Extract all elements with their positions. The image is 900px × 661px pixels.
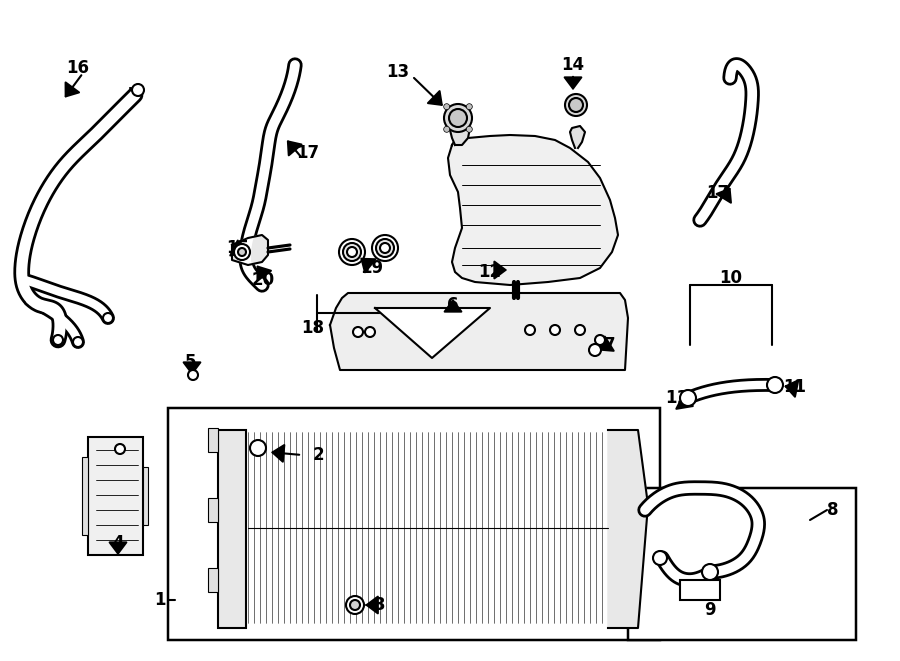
Text: 12: 12 [479,263,501,281]
Circle shape [188,370,198,380]
Circle shape [343,243,361,261]
Circle shape [376,239,394,257]
Text: 2: 2 [312,446,324,464]
Polygon shape [570,126,585,148]
Circle shape [234,244,250,260]
Bar [208,568,218,592]
Text: 9: 9 [704,601,716,619]
Bar [208,428,218,452]
Text: 4: 4 [112,534,124,552]
Circle shape [103,313,113,323]
Text: 10: 10 [719,269,742,287]
Text: 17: 17 [296,144,320,162]
Circle shape [444,104,450,110]
Circle shape [53,335,63,345]
Text: 13: 13 [386,63,410,81]
Text: 19: 19 [360,259,383,277]
Circle shape [680,390,696,406]
Text: 3: 3 [374,596,386,614]
Text: 16: 16 [67,59,89,77]
Circle shape [238,248,246,256]
Text: 5: 5 [184,353,196,371]
Text: 20: 20 [251,271,274,289]
Text: 1: 1 [154,591,166,609]
Circle shape [444,126,450,132]
Polygon shape [448,135,618,285]
Text: 15: 15 [227,239,249,257]
Bar [218,430,246,628]
Text: 17: 17 [706,184,730,202]
Circle shape [653,551,667,565]
Circle shape [372,235,398,261]
Bar [680,580,720,600]
Text: 6: 6 [447,296,459,314]
Circle shape [365,327,375,337]
Text: 8: 8 [827,501,839,519]
Bar [208,498,218,522]
Circle shape [449,109,467,127]
Polygon shape [450,122,470,145]
Circle shape [350,600,360,610]
Circle shape [115,444,125,454]
Circle shape [575,325,585,335]
Polygon shape [375,308,490,358]
Text: 14: 14 [562,56,585,74]
Bar [82,457,88,535]
Circle shape [702,564,718,580]
Circle shape [353,327,363,337]
Bar [628,488,856,640]
Circle shape [444,104,472,132]
Text: 11: 11 [665,389,688,407]
Circle shape [73,337,83,347]
Polygon shape [330,293,628,370]
Circle shape [569,98,583,112]
Circle shape [595,335,605,345]
Circle shape [347,247,357,257]
Polygon shape [232,235,268,265]
Circle shape [250,440,266,456]
Text: 7: 7 [604,336,616,354]
Circle shape [339,239,365,265]
Text: 18: 18 [302,319,325,337]
Circle shape [525,325,535,335]
Circle shape [589,344,601,356]
Bar [168,408,660,640]
Bar [88,437,143,555]
Circle shape [550,325,560,335]
Circle shape [466,126,472,132]
Circle shape [565,94,587,116]
Circle shape [132,84,144,96]
Bar [143,467,148,525]
Circle shape [767,377,783,393]
Circle shape [380,243,390,253]
Polygon shape [608,430,648,628]
Circle shape [346,596,364,614]
Text: 11: 11 [784,378,806,396]
Circle shape [466,104,472,110]
